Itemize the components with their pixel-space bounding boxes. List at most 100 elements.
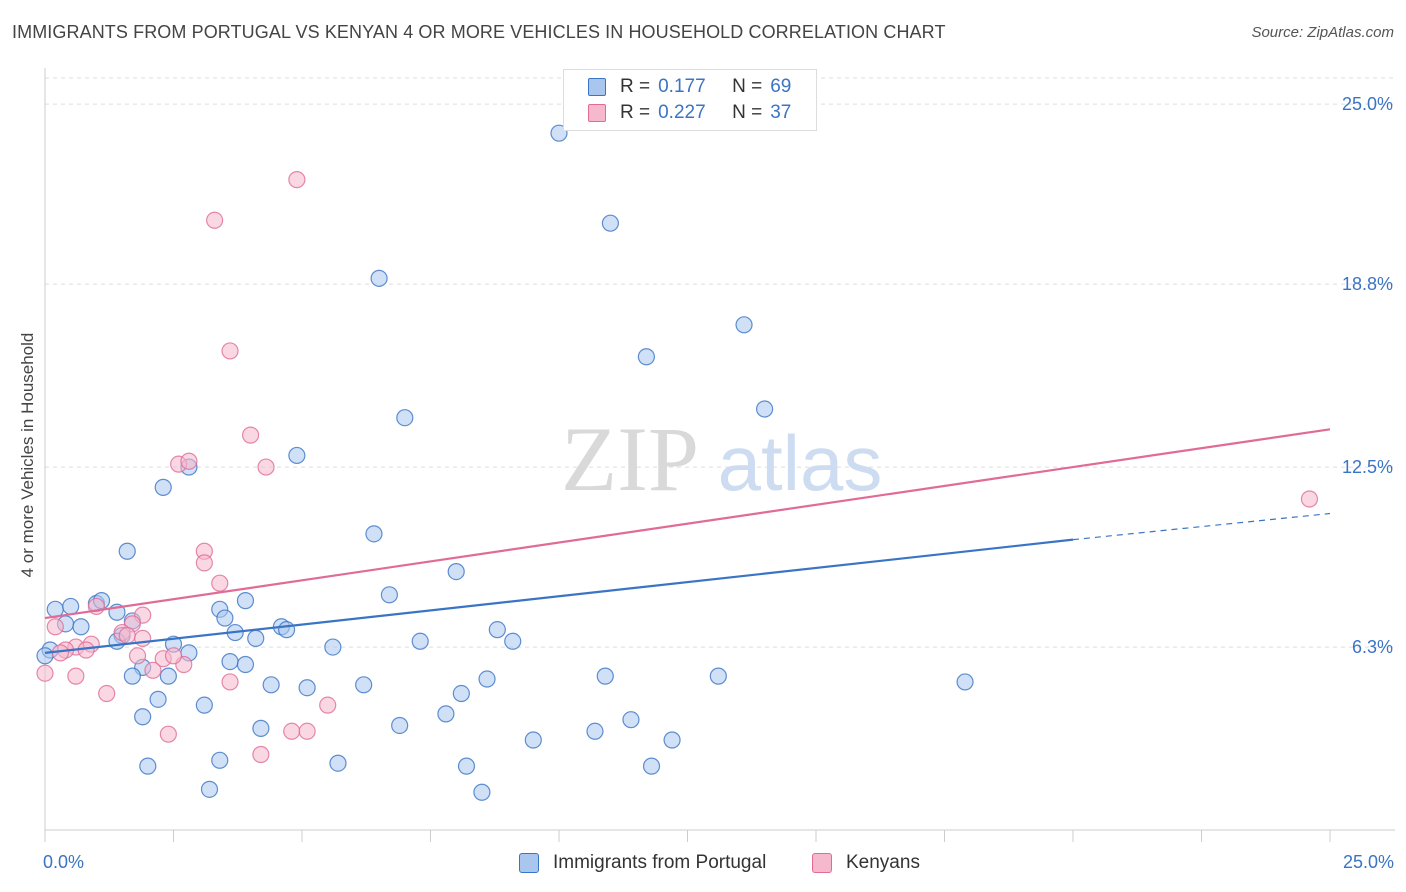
x-tick-max: 25.0% [1342, 852, 1394, 872]
watermark-atlas: atlas [718, 419, 883, 507]
chart-title: IMMIGRANTS FROM PORTUGAL VS KENYAN 4 OR … [12, 22, 946, 42]
r-value: 0.177 [658, 76, 706, 97]
y-tick-label: 25.0% [1342, 94, 1393, 114]
axes [44, 68, 1395, 842]
data-point-portugal [324, 638, 342, 656]
watermark-zip: ZIP [561, 408, 699, 510]
data-point-portugal [473, 783, 491, 801]
data-point-portugal [596, 667, 614, 685]
data-point-portugal [134, 708, 152, 726]
data-point-portugal [118, 542, 136, 560]
x-tick-min: 0.0% [43, 852, 85, 872]
data-point-portugal [36, 647, 54, 665]
series-kenyans-points [36, 171, 1319, 764]
data-point-portugal [236, 655, 255, 674]
swatch-portugal [588, 78, 606, 96]
source-label: Source: ZipAtlas.com [1251, 24, 1394, 41]
data-point-portugal [139, 757, 157, 775]
data-point-portugal [355, 676, 373, 694]
trend-line-kenyans [44, 428, 1331, 620]
data-point-kenyans [252, 745, 270, 764]
y-tick-label: 6.3% [1352, 637, 1393, 657]
data-point-kenyans [159, 725, 177, 743]
data-point-portugal [195, 696, 213, 714]
data-point-kenyans [46, 618, 64, 636]
correlation-legend: R = 0.177 N = 69 R = 0.227 N = 37 [563, 69, 817, 131]
n-label: N = [732, 76, 763, 97]
data-point-portugal [504, 632, 522, 650]
data-point-portugal [622, 711, 640, 729]
data-point-portugal [329, 754, 347, 772]
data-point-portugal [236, 592, 255, 610]
data-point-portugal [149, 690, 167, 708]
data-point-portugal [380, 586, 398, 604]
data-point-portugal [488, 621, 506, 639]
data-point-kenyans [211, 574, 229, 592]
n-value: 69 [770, 76, 792, 97]
swatch-portugal [519, 853, 539, 873]
data-point-portugal [735, 316, 753, 334]
data-point-kenyans [283, 722, 301, 740]
data-point-portugal [391, 716, 409, 735]
data-point-portugal [211, 751, 229, 769]
data-point-portugal [247, 629, 265, 647]
data-point-kenyans [319, 696, 337, 714]
data-point-portugal [252, 719, 270, 737]
y-tick-label: 18.8% [1342, 274, 1393, 294]
data-point-portugal [663, 731, 681, 749]
data-point-kenyans [144, 661, 162, 679]
data-point-kenyans [134, 629, 152, 647]
data-point-portugal [216, 609, 234, 627]
data-point-portugal [262, 676, 280, 694]
data-point-kenyans [288, 171, 306, 189]
gridlines [45, 77, 1395, 648]
legend-label-kenyans: Kenyans [846, 852, 920, 873]
data-point-kenyans [98, 684, 116, 703]
legend-row-portugal: R = 0.177 N = 69 [588, 74, 791, 100]
data-point-portugal [447, 562, 465, 581]
y-tick-label: 12.5% [1342, 457, 1393, 477]
data-point-kenyans [206, 211, 224, 229]
data-point-kenyans [118, 626, 136, 645]
data-point-portugal [637, 348, 655, 366]
r-label: R = [620, 102, 651, 123]
y-tick-labels: 6.3% 12.5% 18.8% 25.0% [1342, 94, 1393, 657]
data-point-portugal [396, 409, 414, 427]
data-point-kenyans [36, 664, 54, 682]
n-value: 37 [770, 102, 792, 123]
data-point-portugal [298, 679, 316, 697]
legend-item-kenyans: Kenyans [812, 852, 920, 874]
data-point-portugal [452, 684, 470, 703]
data-point-kenyans [242, 426, 260, 444]
data-point-kenyans [128, 647, 147, 665]
data-point-portugal [365, 525, 383, 543]
data-point-portugal [755, 400, 774, 418]
data-point-portugal [709, 667, 727, 685]
data-point-portugal [159, 667, 177, 685]
r-value: 0.227 [658, 102, 706, 123]
r-label: R = [620, 76, 651, 97]
n-label: N = [732, 102, 763, 123]
data-point-portugal [277, 621, 296, 639]
data-point-portugal [62, 597, 80, 616]
trend-lines [44, 428, 1331, 654]
data-point-kenyans [180, 452, 198, 470]
data-point-kenyans [298, 722, 316, 740]
data-point-kenyans [1300, 490, 1319, 508]
data-point-portugal [370, 269, 388, 287]
data-point-portugal [154, 478, 172, 496]
data-point-portugal [288, 446, 306, 465]
data-point-kenyans [164, 647, 183, 665]
legend-item-portugal: Immigrants from Portugal [519, 852, 766, 874]
y-axis-label: 4 or more Vehicles in Household [18, 332, 37, 578]
trend-line-portugal-extension [1072, 512, 1331, 541]
data-point-kenyans [221, 342, 239, 360]
data-point-kenyans [195, 554, 213, 572]
data-point-portugal [586, 722, 604, 740]
legend-label-portugal: Immigrants from Portugal [553, 852, 767, 873]
legend-row-kenyans: R = 0.227 N = 37 [588, 100, 791, 126]
swatch-kenyans [588, 104, 606, 122]
series-legend: Immigrants from Portugal Kenyans [0, 852, 1406, 878]
data-point-kenyans [221, 673, 239, 691]
